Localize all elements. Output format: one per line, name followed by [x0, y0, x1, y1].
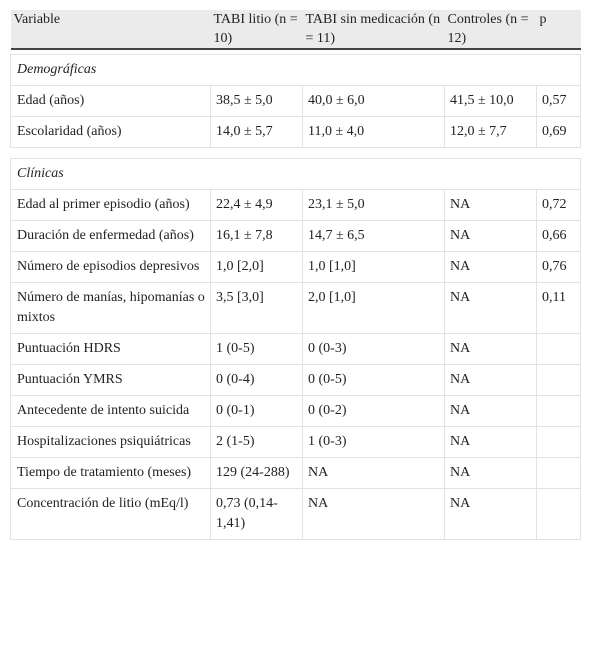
header-cell: Controles (n = 12)	[444, 10, 537, 50]
cell: 1 (0-5)	[210, 333, 303, 365]
data-row: Edad (años) 38,5 ± 5,0 40,0 ± 6,0 41,5 ± 10…	[10, 85, 581, 117]
cell: 129 (24-288)	[210, 457, 303, 489]
cell: 0 (0-1)	[210, 395, 303, 427]
row-label: Concentración de litio (mEq/l)	[10, 488, 211, 540]
row-label: Hospitalizaciones psiquiátricas	[10, 426, 211, 458]
row-label: Antecedente de intento suicida	[10, 395, 211, 427]
data-row: Edad al primer episodio (años) 22,4 ± 4,9…	[10, 189, 581, 221]
data-row: Tiempo de tratamiento (meses) 129 (24-288…	[10, 457, 581, 489]
cell: 12,0 ± 7,7	[444, 116, 537, 148]
header-cell: p	[536, 10, 581, 50]
row-label: Edad (años)	[10, 85, 211, 117]
row-label: Puntuación YMRS	[10, 364, 211, 396]
cell: 0,72	[536, 189, 581, 221]
row-label: Número de manías, hipomanías o mixtos	[10, 282, 211, 334]
row-label: Escolaridad (años)	[10, 116, 211, 148]
cell: 0 (0-2)	[302, 395, 445, 427]
row-label: Edad al primer episodio (años)	[10, 189, 211, 221]
row-label: Puntuación HDRS	[10, 333, 211, 365]
data-row: Puntuación YMRS 0 (0-4) 0 (0-5) NA	[10, 364, 581, 396]
empty-cell	[536, 426, 581, 458]
cell: 0,76	[536, 251, 581, 283]
cell: 14,7 ± 6,5	[302, 220, 445, 252]
cell: NA	[444, 189, 537, 221]
section-row: Demográficas	[10, 54, 581, 86]
spacer-cell	[10, 147, 581, 159]
cell: NA	[444, 488, 537, 540]
cell: NA	[302, 488, 445, 540]
section-title: Clínicas	[10, 158, 581, 190]
data-row: Número de manías, hipomanías o mixtos 3,5…	[10, 282, 581, 334]
cell: 0,69	[536, 116, 581, 148]
cell: 0 (0-5)	[302, 364, 445, 396]
data-row: Concentración de litio (mEq/l) 0,73 (0,14…	[10, 488, 581, 540]
cell: 38,5 ± 5,0	[210, 85, 303, 117]
data-row: Escolaridad (años) 14,0 ± 5,7 11,0 ± 4,0 12…	[10, 116, 581, 148]
cell: 0,73 (0,14-1,41)	[210, 488, 303, 540]
cell: 0 (0-4)	[210, 364, 303, 396]
cell: 3,5 [3,0]	[210, 282, 303, 334]
empty-cell	[536, 395, 581, 427]
cell: NA	[302, 457, 445, 489]
cell: 23,1 ± 5,0	[302, 189, 445, 221]
cell: 40,0 ± 6,0	[302, 85, 445, 117]
empty-cell	[536, 333, 581, 365]
row-label: Tiempo de tratamiento (meses)	[10, 457, 211, 489]
cell: NA	[444, 426, 537, 458]
spacer-row	[10, 147, 581, 159]
data-row: Duración de enfermedad (años) 16,1 ± 7,8 1…	[10, 220, 581, 252]
table-body: Demográficas Edad (años) 38,5 ± 5,0 40,0 ± …	[10, 48, 581, 540]
header-cell: TABI litio (n = 10)	[210, 10, 303, 50]
cell: 1 (0-3)	[302, 426, 445, 458]
section-title: Demográficas	[10, 54, 581, 86]
section-row: Clínicas	[10, 158, 581, 190]
cell: NA	[444, 364, 537, 396]
cell: 22,4 ± 4,9	[210, 189, 303, 221]
cell: 41,5 ± 10,0	[444, 85, 537, 117]
cell: 0,11	[536, 282, 581, 334]
cell: 2 (1-5)	[210, 426, 303, 458]
cell: 14,0 ± 5,7	[210, 116, 303, 148]
row-label: Duración de enfermedad (años)	[10, 220, 211, 252]
cell: 1,0 [2,0]	[210, 251, 303, 283]
cell: NA	[444, 220, 537, 252]
cell: 1,0 [1,0]	[302, 251, 445, 283]
row-label: Número de episodios depresivos	[10, 251, 211, 283]
header-cell: TABI sin medicación (n = 11)	[302, 10, 445, 50]
cell: 0 (0-3)	[302, 333, 445, 365]
empty-cell	[536, 488, 581, 540]
data-row: Antecedente de intento suicida 0 (0-1) 0 (…	[10, 395, 581, 427]
cell: NA	[444, 282, 537, 334]
cell: NA	[444, 251, 537, 283]
cell: 16,1 ± 7,8	[210, 220, 303, 252]
data-row: Número de episodios depresivos 1,0 [2,0] 1…	[10, 251, 581, 283]
data-table: Variable TABI litio (n = 10) TABI sin medi…	[10, 10, 581, 540]
cell: 0,57	[536, 85, 581, 117]
header-cell: Variable	[10, 10, 211, 50]
cell: NA	[444, 457, 537, 489]
cell: NA	[444, 395, 537, 427]
data-row: Puntuación HDRS 1 (0-5) 0 (0-3) NA	[10, 333, 581, 365]
cell: 0,66	[536, 220, 581, 252]
cell: 2,0 [1,0]	[302, 282, 445, 334]
header-row: Variable TABI litio (n = 10) TABI sin medi…	[10, 10, 581, 50]
data-row: Hospitalizaciones psiquiátricas 2 (1-5) 1 …	[10, 426, 581, 458]
empty-cell	[536, 364, 581, 396]
empty-cell	[536, 457, 581, 489]
cell: NA	[444, 333, 537, 365]
cell: 11,0 ± 4,0	[302, 116, 445, 148]
